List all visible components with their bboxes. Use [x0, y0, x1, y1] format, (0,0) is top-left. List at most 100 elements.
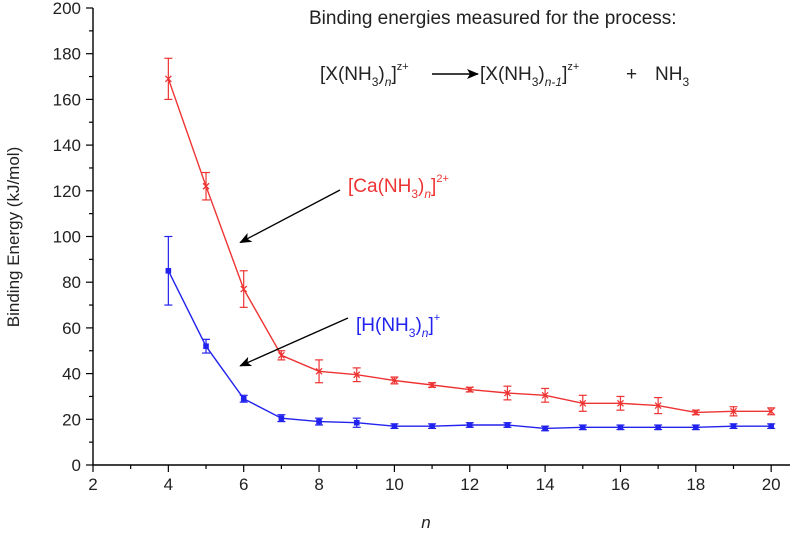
eq-product: NH: [655, 64, 682, 85]
series-h: [164, 235, 776, 432]
data-point: [579, 399, 587, 407]
y-tick-label: 20: [62, 410, 81, 429]
h-label-sub3: 3: [409, 326, 416, 340]
data-point: [542, 425, 548, 432]
h-label-close: ]: [428, 315, 433, 336]
data-point: [278, 415, 285, 421]
reaction-equation: [X(NH3)n]z+ [X(NH3)n-1]z+ + NH3: [320, 61, 689, 89]
eq-left-sub3: 3: [372, 75, 379, 89]
process-title: Binding energies measured for the proces…: [309, 8, 677, 29]
eq-right-subn: n-1: [545, 75, 562, 89]
x-tick-label: 16: [611, 475, 630, 494]
ca-label-sub3: 3: [411, 187, 418, 201]
data-point: [277, 351, 285, 359]
x-tick-label: 14: [536, 475, 555, 494]
data-point: [767, 407, 775, 415]
h-series-label: [H(NH3)n]+: [239, 312, 440, 367]
svg-text:[Ca(NH3)n]2+: [Ca(NH3)n]2+: [348, 173, 449, 201]
h-label-sup: +: [434, 312, 440, 324]
eq-left-close: ]: [391, 64, 396, 85]
svg-text:[H(NH3)n]+: [H(NH3)n]+: [356, 312, 440, 340]
data-point: [428, 381, 436, 389]
data-point: [165, 267, 172, 274]
y-axis-title: Binding Energy (kJ/mol): [4, 147, 23, 327]
data-point: [390, 376, 398, 384]
eq-right-mid: ): [538, 64, 544, 85]
eq-plus: +: [626, 64, 637, 85]
h-label-main: [H(NH: [356, 315, 409, 336]
eq-left-sup: z+: [397, 61, 409, 73]
y-tick-label: 200: [53, 0, 81, 18]
series-line: [167, 270, 772, 430]
data-point: [541, 391, 549, 399]
data-point: [353, 371, 361, 379]
data-point: [429, 423, 435, 429]
x-axis-title: n: [421, 513, 430, 532]
x-tick-label: 18: [686, 475, 705, 494]
data-point: [654, 402, 662, 410]
axis-ticks: 2 4 6 8 10 12 14 16 18 20020406080100120140160180…: [53, 0, 781, 494]
data-point: [617, 424, 624, 431]
data-point: [579, 424, 586, 431]
h-label-subn: n: [422, 326, 429, 340]
data-point: [353, 419, 360, 426]
h-label-mid: ): [415, 315, 421, 336]
x-tick-label: 20: [762, 475, 781, 494]
y-tick-label: 60: [62, 319, 81, 338]
ca-label-subn: n: [424, 187, 431, 201]
eq-right-sub3: 3: [532, 75, 539, 89]
y-tick-label: 0: [72, 456, 81, 475]
x-tick-label: 10: [385, 475, 404, 494]
ca-label-main: [Ca(NH: [348, 176, 411, 197]
eq-left-subn: n: [385, 75, 392, 89]
data-point: [503, 389, 511, 397]
eq-right-sup: z+: [567, 61, 579, 73]
data-point: [730, 423, 737, 429]
data-point: [466, 422, 473, 428]
x-tick-label: 12: [460, 475, 479, 494]
data-point: [768, 423, 774, 429]
data-point: [315, 367, 323, 375]
eq-right-close: ]: [562, 64, 567, 85]
ca-label-arrow: [239, 189, 341, 244]
eq-right-main: [X(NH: [480, 64, 532, 85]
data-point: [391, 423, 398, 429]
x-tick-label: 2: [88, 475, 97, 494]
data-point: [466, 386, 474, 394]
ca-label-sup: 2+: [436, 173, 449, 185]
data-point: [504, 422, 511, 428]
data-point: [616, 399, 624, 407]
series-line: [167, 78, 772, 414]
y-tick-label: 160: [53, 90, 81, 109]
x-tick-label: 6: [239, 475, 248, 494]
eq-product-sub: 3: [682, 75, 689, 89]
series-layer: [164, 57, 776, 432]
y-tick-label: 180: [53, 45, 81, 64]
y-tick-label: 80: [62, 273, 81, 292]
y-tick-label: 120: [53, 182, 81, 201]
eq-left-mid: ): [378, 64, 384, 85]
data-point: [655, 424, 661, 431]
data-point: [202, 182, 210, 190]
y-tick-label: 140: [53, 136, 81, 155]
data-point: [692, 408, 700, 416]
h-label-arrow: [239, 317, 349, 367]
data-point: [730, 407, 737, 415]
data-point: [693, 424, 699, 431]
series-ca: [164, 57, 776, 417]
data-point: [203, 343, 209, 349]
data-point: [240, 285, 248, 293]
data-point: [164, 75, 172, 83]
ca-series-label: [Ca(NH3)n]2+: [239, 173, 449, 244]
x-tick-label: 4: [164, 475, 173, 494]
svg-text:NH3: NH3: [655, 64, 689, 89]
svg-text:[X(NH3)n]z+: [X(NH3)n]z+: [320, 61, 409, 89]
ca-label-close: ]: [431, 176, 436, 197]
svg-text:[X(NH3)n-1]z+: [X(NH3)n-1]z+: [480, 61, 579, 89]
ca-label-mid: ): [418, 176, 424, 197]
data-point: [316, 418, 322, 425]
y-tick-label: 100: [53, 228, 81, 247]
eq-left-main: [X(NH: [320, 64, 372, 85]
data-point: [240, 395, 247, 402]
